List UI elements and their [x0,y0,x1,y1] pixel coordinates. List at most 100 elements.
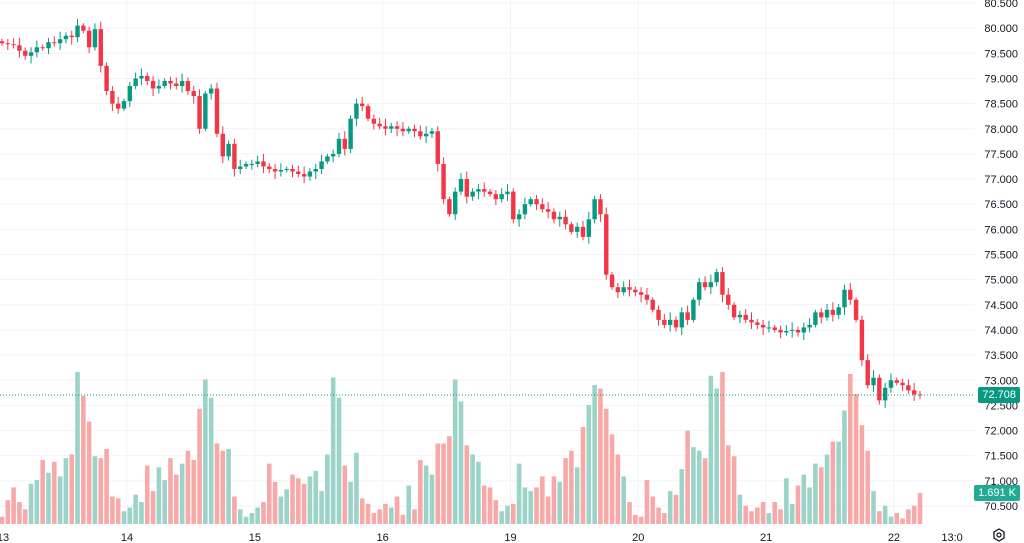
volume-bar [592,384,597,524]
candle-body [493,194,499,200]
volume-bar [174,474,179,524]
last-volume-tag: 1.691 K [974,485,1020,502]
volume-bar [452,379,458,524]
volume-bar [760,502,766,524]
volume-bar [778,509,783,524]
volume-bar [598,388,603,524]
price-tick-label: 71.500 [984,451,1018,463]
volume-bar [354,452,359,524]
time-axis[interactable]: 13 14 15 16 19 20 21 22 13:0 [0,532,963,543]
volume-bars [0,372,923,524]
candle-body [365,106,371,119]
volume-bar [743,505,748,524]
volume-bar [731,456,737,524]
volume-bar [871,491,876,524]
candle-body [162,80,167,86]
volume-bar [418,459,423,524]
volume-bar [522,487,528,524]
volume-bar [493,500,499,524]
candle-body [11,44,16,46]
candle-body [447,199,452,215]
candle-body [638,292,644,295]
volume-bar [203,379,208,524]
price-tick-label: 75.500 [984,250,1018,262]
volume-bar [784,478,789,524]
candle-body [900,382,905,386]
grid [0,0,975,528]
time-tick-label: 13:0 [941,532,962,543]
candle-body [342,138,347,149]
candle-body [296,171,301,175]
candle-body [17,45,22,51]
volume-bar [5,500,11,524]
volume-bar [104,448,109,524]
candle-body [720,272,725,295]
candle-body [214,88,220,134]
volume-bar [516,463,522,524]
candle-body [284,168,289,170]
volume-bar [458,401,464,524]
volume-bar [621,476,626,524]
candle-body [452,191,458,215]
volume-bar [359,498,365,524]
volume-bar [720,372,725,524]
candle-body [778,329,783,333]
volume-bar [17,502,22,524]
candle-body [81,25,86,31]
volume-bar [133,494,138,524]
price-tick-label: 78.500 [984,99,1018,111]
volume-bar [388,507,394,524]
candle-body [197,96,202,129]
candle-body [702,282,708,288]
volume-bar [226,448,231,524]
volume-bar [789,503,795,524]
volume-bar [69,454,75,524]
candle-body [679,312,684,328]
volume-bar [877,511,882,524]
candle-body [621,287,626,293]
candle-body [69,35,74,38]
candle-body [330,153,336,157]
volume-bar [313,470,319,524]
volume-bar [156,467,162,524]
volume-bar [545,496,551,524]
price-tick-label: 72.500 [984,400,1018,412]
volume-bar [307,476,313,524]
candle-body [830,309,836,315]
candle-body [255,161,260,164]
candle-body [226,143,231,157]
volume-bar [749,511,754,524]
volume-bar [296,478,301,524]
candle-body [336,138,342,154]
price-tick-label: 80.500 [984,0,1018,10]
volume-bar [75,372,80,524]
candle-body [63,35,69,40]
candle-body [150,80,156,89]
volume-bar [656,507,661,524]
candle-body [633,289,638,293]
candle-body [534,199,539,205]
price-axis[interactable]: 80.500 80.000 79.500 79.000 78.500 78.000 77.5… [984,0,1018,513]
candle-body [662,319,667,325]
gear-icon[interactable] [992,528,1006,542]
price-tick-label: 75.000 [984,275,1018,287]
volume-bar [627,502,632,524]
volume-bar [836,441,841,524]
last-price-tag: 72.708 [978,386,1020,403]
candle-body [348,118,353,149]
volume-bar [127,507,133,524]
volume-bar [0,516,5,524]
volume-bar [755,507,760,524]
volume-bar [272,481,278,524]
volume-bar [662,513,667,524]
volume-bar [691,447,696,524]
volume-bar [447,436,452,524]
time-tick-label: 14 [121,532,133,543]
candle-body [575,226,580,232]
candle-body [185,80,191,92]
price-tick-label: 73.500 [984,350,1018,362]
candle-body [522,204,528,215]
candle-body [580,226,586,237]
price-tick-label: 70.500 [984,501,1018,513]
